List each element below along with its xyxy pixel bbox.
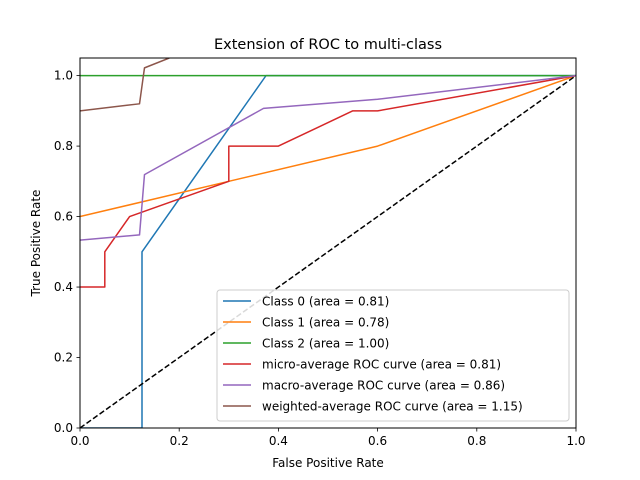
y-tick-label: 0.0 xyxy=(54,421,73,435)
plot-frame xyxy=(79,57,577,429)
y-tick-label: 1.0 xyxy=(54,69,73,83)
chart-title: Extension of ROC to multi-class xyxy=(214,37,442,53)
y-tick-label: 0.2 xyxy=(54,351,73,365)
y-tick-label: 0.6 xyxy=(54,210,73,224)
x-tick-label: 0.2 xyxy=(170,434,189,448)
legend-label: micro-average ROC curve (area = 0.81) xyxy=(262,358,501,372)
legend-items: Class 0 (area = 0.81) Class 1 (area = 0.7… xyxy=(223,295,523,414)
legend-label: Class 0 (area = 0.81) xyxy=(262,295,389,309)
x-tick-label: 0.8 xyxy=(467,434,486,448)
legend-label: weighted-average ROC curve (area = 1.15) xyxy=(262,400,523,414)
series-line-5 xyxy=(80,58,170,112)
series-line-3 xyxy=(80,74,576,288)
legend-label: macro-average ROC curve (area = 0.86) xyxy=(262,379,505,393)
legend-label: Class 2 (area = 1.00) xyxy=(262,337,389,351)
y-tick-label: 0.4 xyxy=(54,280,73,294)
y-axis-label: True Positive Rate xyxy=(29,190,43,298)
series-line-1 xyxy=(80,74,576,218)
x-axis-ticks: 0.0 0.2 0.4 0.6 0.8 1.0 xyxy=(70,428,586,448)
x-axis-label: False Positive Rate xyxy=(272,456,384,470)
chance-reference-line xyxy=(80,75,576,428)
x-tick-label: 0.4 xyxy=(269,434,288,448)
legend-label: Class 1 (area = 0.78) xyxy=(262,316,389,330)
legend-box xyxy=(216,289,570,422)
y-axis-ticks: 0.0 0.2 0.4 0.6 0.8 1.0 xyxy=(54,69,80,435)
x-tick-label: 0.6 xyxy=(368,434,387,448)
series-line-4 xyxy=(80,74,576,241)
series-layer xyxy=(80,58,576,428)
y-tick-label: 0.8 xyxy=(54,139,73,153)
x-tick-label: 0.0 xyxy=(70,434,89,448)
legend: Class 0 (area = 0.81) Class 1 (area = 0.7… xyxy=(216,289,570,422)
x-tick-label: 1.0 xyxy=(566,434,585,448)
